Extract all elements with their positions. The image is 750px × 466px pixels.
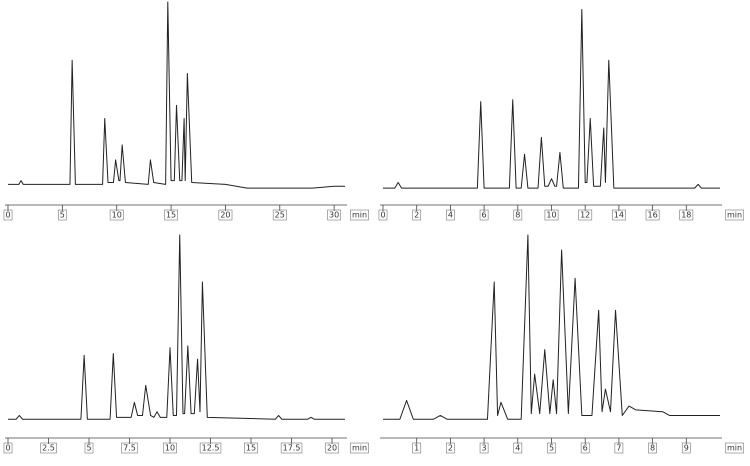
label-box xyxy=(40,442,57,454)
label-box xyxy=(412,442,422,454)
label-box xyxy=(547,442,556,454)
chromatogram-trace xyxy=(8,1,345,189)
x-tick-label: 6 xyxy=(482,211,487,220)
label-box xyxy=(446,442,455,454)
x-axis-unit: min xyxy=(352,444,367,453)
label-box xyxy=(244,442,258,454)
label-box xyxy=(350,209,369,221)
x-tick-label: 7 xyxy=(616,444,621,453)
x-tick-label: 2 xyxy=(448,444,453,453)
x-tick-label: 16 xyxy=(648,211,658,220)
chromatogram-trace xyxy=(383,9,720,189)
x-tick-label: 0 xyxy=(5,211,10,220)
chromatogram-trace xyxy=(383,234,720,420)
x-tick-label: 12 xyxy=(580,211,590,220)
label-box xyxy=(109,209,124,221)
label-box xyxy=(446,209,455,221)
label-box xyxy=(163,442,177,454)
x-tick-label: 5 xyxy=(86,444,91,453)
x-tick-label: 4 xyxy=(515,444,520,453)
label-box xyxy=(164,209,178,221)
x-tick-label: 2 xyxy=(414,211,419,220)
x-axis-unit: min xyxy=(352,211,367,220)
label-box xyxy=(578,209,593,221)
label-box xyxy=(725,442,744,454)
x-tick-label: 15 xyxy=(166,211,176,220)
x-tick-label: 7.5 xyxy=(123,444,136,453)
x-tick-label: 1 xyxy=(414,444,419,453)
x-tick-label: 5 xyxy=(60,211,65,220)
x-tick-label: 14 xyxy=(614,211,624,220)
x-tick-label: 9 xyxy=(684,444,689,453)
label-box xyxy=(84,442,94,454)
x-tick-label: 4 xyxy=(448,211,453,220)
x-tick-label: 10 xyxy=(165,444,175,453)
x-tick-label: 30 xyxy=(329,211,339,220)
label-box xyxy=(513,442,523,454)
x-tick-label: 20 xyxy=(220,211,230,220)
x-tick-label: 10 xyxy=(546,211,556,220)
x-tick-label: 18 xyxy=(681,211,691,220)
label-box xyxy=(612,209,626,221)
x-tick-label: 12.5 xyxy=(202,444,220,453)
label-box xyxy=(280,442,303,454)
label-box xyxy=(272,209,287,221)
label-box xyxy=(218,209,233,221)
label-box xyxy=(614,442,624,454)
label-box xyxy=(327,209,342,221)
label-box xyxy=(648,442,657,454)
label-box xyxy=(350,442,369,454)
x-tick-label: 2.5 xyxy=(42,444,55,453)
x-tick-label: 5 xyxy=(549,444,554,453)
x-tick-label: 20 xyxy=(327,444,337,453)
x-axis-unit: min xyxy=(727,211,742,220)
label-box xyxy=(3,209,13,221)
x-tick-label: 0 xyxy=(380,211,385,220)
label-box xyxy=(681,442,691,454)
x-tick-label: 15 xyxy=(246,444,256,453)
x-tick-label: 10 xyxy=(112,211,122,220)
label-box xyxy=(725,209,744,221)
label-box xyxy=(679,209,694,221)
label-box xyxy=(199,442,222,454)
label-box xyxy=(479,442,489,454)
label-box xyxy=(58,209,67,221)
label-box xyxy=(580,442,590,454)
label-box xyxy=(513,209,523,221)
label-box xyxy=(479,209,489,221)
x-axis-unit: min xyxy=(727,444,742,453)
x-tick-label: 8 xyxy=(650,444,655,453)
label-box xyxy=(121,442,138,454)
label-box xyxy=(412,209,422,221)
x-tick-label: 8 xyxy=(515,211,520,220)
label-box xyxy=(544,209,559,221)
label-box xyxy=(378,209,388,221)
x-tick-label: 6 xyxy=(583,444,588,453)
label-box xyxy=(3,442,13,454)
label-box xyxy=(645,209,660,221)
x-tick-label: 17.5 xyxy=(283,444,301,453)
x-tick-label: 0 xyxy=(5,444,10,453)
label-box xyxy=(325,442,339,454)
x-tick-label: 25 xyxy=(275,211,285,220)
x-tick-label: 3 xyxy=(482,444,487,453)
chromatogram-trace xyxy=(8,234,345,420)
